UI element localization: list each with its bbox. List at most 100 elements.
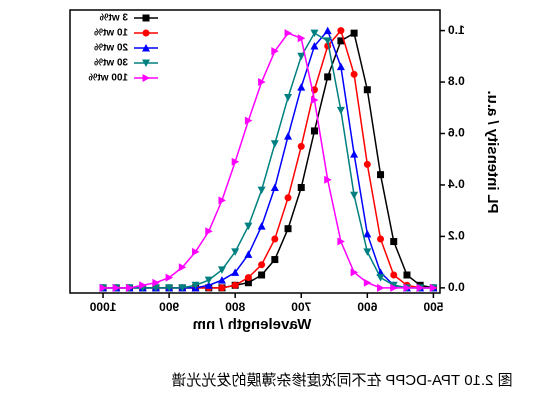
marker bbox=[284, 194, 292, 202]
legend-marker bbox=[142, 29, 150, 37]
marker bbox=[205, 227, 213, 236]
marker bbox=[297, 83, 306, 91]
marker bbox=[192, 247, 200, 256]
marker bbox=[244, 116, 253, 125]
y-tick-label: 0.2 bbox=[448, 229, 465, 243]
marker bbox=[284, 225, 292, 233]
marker bbox=[244, 250, 253, 258]
marker bbox=[178, 284, 187, 292]
x-tick-label: 1000 bbox=[89, 300, 116, 314]
marker bbox=[152, 278, 160, 287]
marker bbox=[363, 278, 372, 287]
legend-label: 100 wt% bbox=[88, 73, 128, 84]
marker bbox=[403, 271, 411, 279]
y-tick-label: 0.0 bbox=[448, 280, 465, 294]
marker bbox=[389, 281, 398, 290]
marker bbox=[271, 256, 279, 264]
marker bbox=[258, 78, 266, 87]
marker bbox=[363, 248, 372, 256]
series-line bbox=[103, 32, 434, 289]
marker bbox=[204, 276, 213, 285]
marker bbox=[403, 283, 411, 292]
marker bbox=[217, 276, 226, 284]
marker bbox=[112, 283, 121, 292]
marker bbox=[337, 237, 345, 246]
marker bbox=[310, 29, 319, 38]
marker bbox=[363, 160, 371, 168]
marker bbox=[297, 52, 306, 61]
marker bbox=[363, 229, 372, 238]
marker bbox=[284, 93, 293, 102]
marker bbox=[231, 281, 239, 289]
marker bbox=[310, 127, 318, 135]
marker bbox=[376, 274, 385, 282]
legend-marker bbox=[142, 74, 150, 82]
legend-marker bbox=[142, 14, 150, 22]
caption: 图 2.10 TPA-DCPP 在不同浓度掺杂薄膜的发光光谱 bbox=[171, 372, 512, 389]
marker bbox=[151, 284, 160, 292]
marker bbox=[323, 37, 332, 45]
marker bbox=[363, 86, 371, 94]
marker bbox=[125, 283, 134, 292]
marker bbox=[218, 196, 226, 205]
marker bbox=[324, 175, 332, 184]
marker bbox=[165, 284, 174, 292]
legend-label: 30 wt% bbox=[94, 58, 128, 69]
marker bbox=[165, 273, 174, 282]
y-tick-label: 0.6 bbox=[448, 126, 465, 140]
legend-marker bbox=[142, 59, 150, 67]
legend-label: 3 wt% bbox=[100, 13, 128, 24]
marker bbox=[377, 283, 385, 292]
marker bbox=[323, 26, 332, 35]
marker bbox=[257, 186, 266, 195]
marker bbox=[390, 271, 398, 279]
marker bbox=[337, 37, 345, 45]
marker bbox=[178, 263, 187, 272]
legend-marker bbox=[142, 44, 150, 52]
marker bbox=[244, 279, 252, 287]
marker bbox=[258, 271, 266, 279]
marker bbox=[231, 268, 240, 276]
y-axis-label: PL intensity / a.u. bbox=[484, 90, 501, 213]
marker bbox=[139, 281, 147, 290]
y-tick-label: 0.8 bbox=[448, 74, 465, 88]
marker bbox=[377, 235, 385, 243]
marker bbox=[244, 222, 253, 231]
x-axis-label: Wavelength / nm bbox=[193, 316, 312, 333]
series-line bbox=[103, 29, 434, 289]
marker bbox=[377, 171, 385, 179]
x-tick-label: 600 bbox=[357, 300, 377, 314]
y-tick-label: 1.0 bbox=[448, 23, 465, 37]
marker bbox=[297, 142, 305, 150]
marker bbox=[429, 283, 438, 292]
marker bbox=[217, 266, 226, 274]
x-tick-label: 900 bbox=[159, 300, 179, 314]
legend-label: 10 wt% bbox=[94, 28, 128, 39]
x-tick-label: 500 bbox=[423, 300, 443, 314]
x-tick-label: 800 bbox=[225, 300, 245, 314]
marker bbox=[390, 283, 398, 292]
marker bbox=[218, 284, 226, 292]
marker bbox=[324, 73, 332, 81]
marker bbox=[350, 191, 359, 200]
marker bbox=[284, 29, 293, 38]
marker bbox=[244, 274, 252, 282]
legend-label: 20 wt% bbox=[94, 43, 128, 54]
marker bbox=[350, 150, 359, 158]
marker bbox=[350, 70, 358, 78]
marker bbox=[271, 47, 279, 56]
marker bbox=[191, 281, 200, 290]
marker bbox=[336, 62, 345, 71]
marker bbox=[284, 132, 293, 140]
marker bbox=[350, 29, 358, 37]
marker bbox=[337, 27, 345, 35]
marker bbox=[390, 238, 398, 246]
marker bbox=[258, 261, 266, 269]
marker bbox=[271, 235, 279, 243]
marker bbox=[416, 283, 425, 292]
marker bbox=[231, 248, 240, 256]
marker bbox=[310, 42, 319, 50]
marker bbox=[270, 183, 279, 192]
marker bbox=[204, 281, 213, 289]
